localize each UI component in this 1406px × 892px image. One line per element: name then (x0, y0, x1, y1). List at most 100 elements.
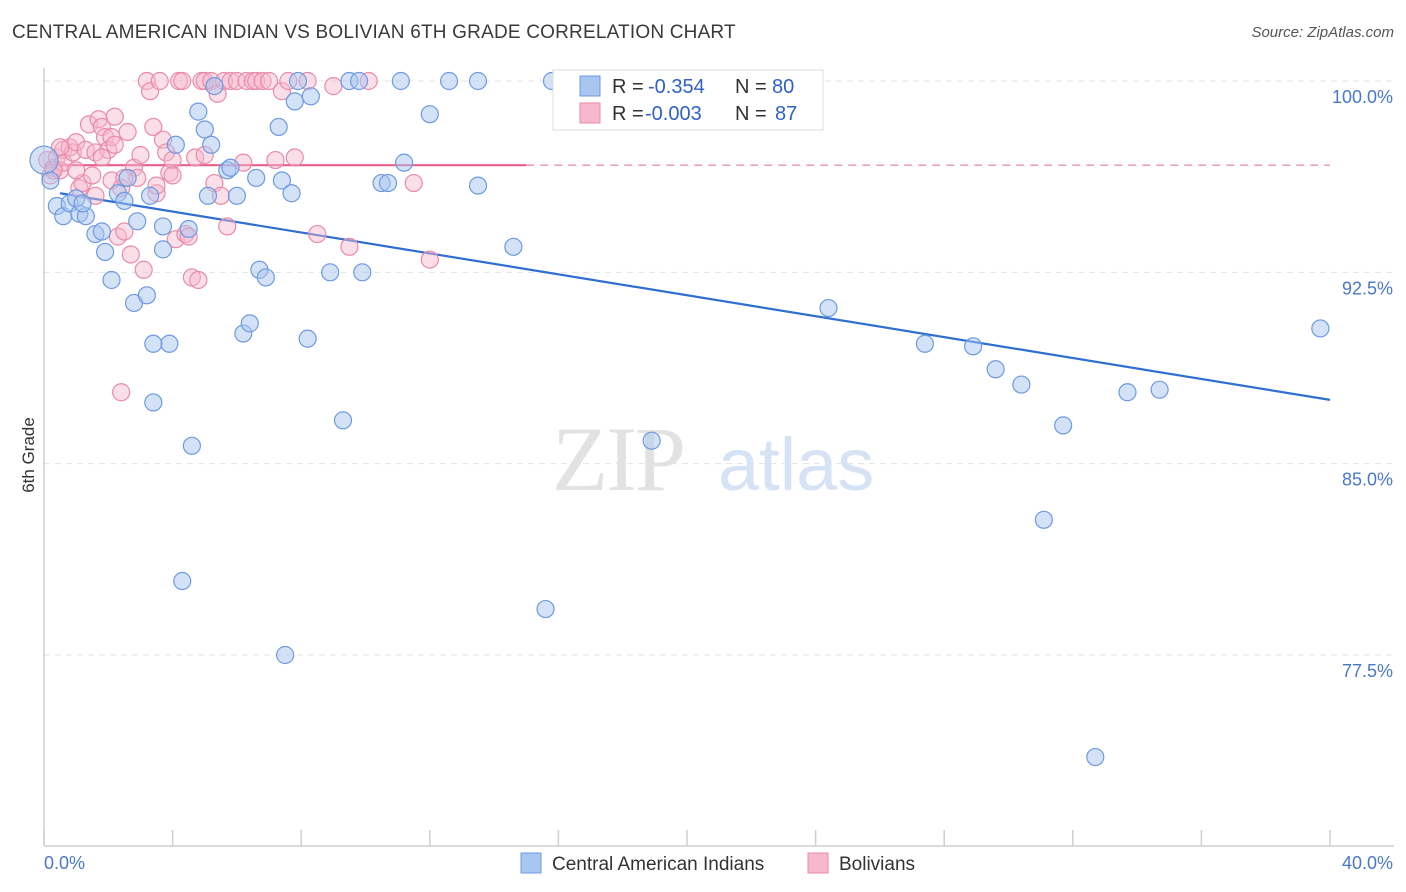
central-american-indians-point-73 (1086, 747, 1105, 767)
chart-title: CENTRAL AMERICAN INDIAN VS BOLIVIAN 6TH … (12, 22, 736, 43)
central-american-indians-point-16 (128, 212, 147, 231)
central-american-indians-point-78 (144, 334, 163, 353)
central-american-indians-point-1 (41, 171, 60, 190)
legend-n-label-pink: N = (735, 103, 767, 125)
bolivians-point-63 (237, 71, 256, 91)
central-american-indians-point-11 (102, 270, 121, 290)
bolivians-point-67 (259, 71, 279, 91)
bolivians-point-77 (404, 173, 423, 193)
central-american-indians-point-10 (95, 242, 115, 262)
bolivians-point-61 (227, 71, 246, 91)
legend-r-value-blue: -0.354 (648, 76, 705, 98)
central-american-indians-point-68 (964, 337, 983, 356)
bolivians-point-27 (112, 383, 131, 402)
central-american-indians-point-0 (29, 145, 59, 175)
central-american-indians-point-41 (276, 645, 295, 665)
bolivians-point-86 (92, 148, 111, 167)
central-american-indians-point-29 (198, 186, 218, 205)
legend-r-label-pink: R = (612, 103, 644, 125)
central-american-indians-point-75 (1150, 380, 1169, 399)
central-american-indians-point-9 (92, 222, 111, 241)
y-tick-label-0: 100.0% (1332, 87, 1393, 107)
y-tick-labels: 100.0% 92.5% 85.0% 77.5% (1332, 87, 1393, 681)
legend-label-central-american-indians: Central American Indians (552, 854, 764, 875)
stats-legend: R = -0.354 N = 80 R = -0.003 N = 87 (552, 69, 824, 131)
central-american-indians-point-22 (160, 334, 179, 353)
x-tick-label-1: 40.0% (1342, 853, 1393, 873)
x-tick-label-0: 0.0% (44, 853, 85, 873)
series-central-american-indians (29, 71, 1330, 767)
watermark: ZIP atlas (552, 408, 874, 510)
legend-r-label-blue: R = (612, 76, 644, 98)
bolivians-point-46 (173, 71, 192, 91)
central-american-indians-point-26 (182, 436, 201, 455)
trend-line-central-american-indians (59, 192, 1331, 401)
central-american-indians-point-56 (420, 105, 439, 124)
bolivians-point-83 (163, 166, 182, 185)
central-american-indians-point-53 (378, 173, 398, 193)
central-american-indians-point-51 (353, 263, 372, 282)
bolivians-point-74 (324, 77, 343, 96)
central-american-indians-point-43 (285, 92, 304, 111)
central-american-indians-point-13 (115, 191, 134, 211)
central-american-indians-point-42 (282, 184, 301, 203)
bolivians-point-69 (272, 82, 292, 101)
bolivians-point-59 (218, 217, 237, 236)
central-american-indians-point-36 (247, 168, 266, 188)
central-american-indians-point-77 (73, 194, 92, 213)
bolivians-point-43 (163, 150, 182, 170)
central-american-indians-point-48 (333, 411, 353, 430)
bolivians-point-30 (121, 245, 140, 264)
central-american-indians-point-67 (915, 334, 935, 353)
legend-swatch-blue (579, 75, 601, 97)
bolivians-point-37 (144, 117, 163, 137)
watermark-atlas: atlas (718, 423, 874, 506)
watermark-zip: ZIP (552, 408, 684, 510)
central-american-indians-point-57 (439, 71, 459, 91)
central-american-indians-point-38 (256, 268, 275, 287)
bolivians-point-24 (105, 135, 124, 154)
bolivians-point-75 (340, 237, 359, 256)
central-american-indians-point-74 (1118, 383, 1137, 402)
central-american-indians-point-21 (153, 240, 173, 259)
bolivians-point-73 (308, 224, 327, 244)
central-american-indians-point-35 (240, 314, 259, 333)
central-american-indians-point-66 (819, 298, 838, 318)
central-american-indians-point-44 (288, 71, 308, 91)
central-american-indians-point-72 (1054, 416, 1073, 435)
bolivians-point-39 (150, 71, 169, 91)
bolivians-point-23 (105, 107, 124, 126)
y-tick-label-3: 77.5% (1342, 661, 1393, 681)
y-tick-label-2: 85.0% (1342, 470, 1393, 490)
central-american-indians-point-70 (1012, 375, 1031, 394)
central-american-indians-point-19 (144, 393, 163, 412)
bolivians-point-60 (221, 71, 240, 91)
central-american-indians-point-64 (642, 431, 661, 450)
central-american-indians-point-30 (202, 135, 221, 154)
bolivians-point-34 (134, 260, 153, 279)
central-american-indians-point-46 (301, 87, 320, 106)
central-american-indians-point-50 (349, 71, 369, 91)
bolivians-point-29 (118, 122, 137, 142)
central-american-indians-point-39 (269, 117, 288, 137)
central-american-indians-point-40 (272, 171, 292, 190)
central-american-indians-point-25 (179, 219, 198, 239)
central-american-indians-point-27 (189, 102, 208, 121)
central-american-indians-point-59 (468, 176, 488, 195)
central-american-indians-point-28 (195, 120, 214, 139)
central-american-indians-point-61 (536, 599, 555, 619)
source-label: Source: ZipAtlas.com (1251, 24, 1394, 41)
bolivians-point-51 (189, 270, 208, 290)
x-tick-labels: 0.0% 40.0% (44, 853, 1393, 873)
bolivians-point-9 (67, 133, 86, 152)
legend-n-value-blue: 80 (772, 76, 794, 98)
bolivians-point-80 (67, 161, 86, 180)
bolivians-point-14 (83, 166, 102, 185)
legend-label-bolivians: Bolivians (839, 854, 915, 875)
central-american-indians-point-58 (468, 71, 488, 91)
bolivians-point-71 (285, 148, 304, 167)
central-american-indians-point-71 (1034, 510, 1053, 529)
legend-swatch-pink (579, 102, 601, 124)
central-american-indians-point-20 (153, 217, 173, 236)
legend-r-value-pink: -0.003 (645, 103, 702, 125)
